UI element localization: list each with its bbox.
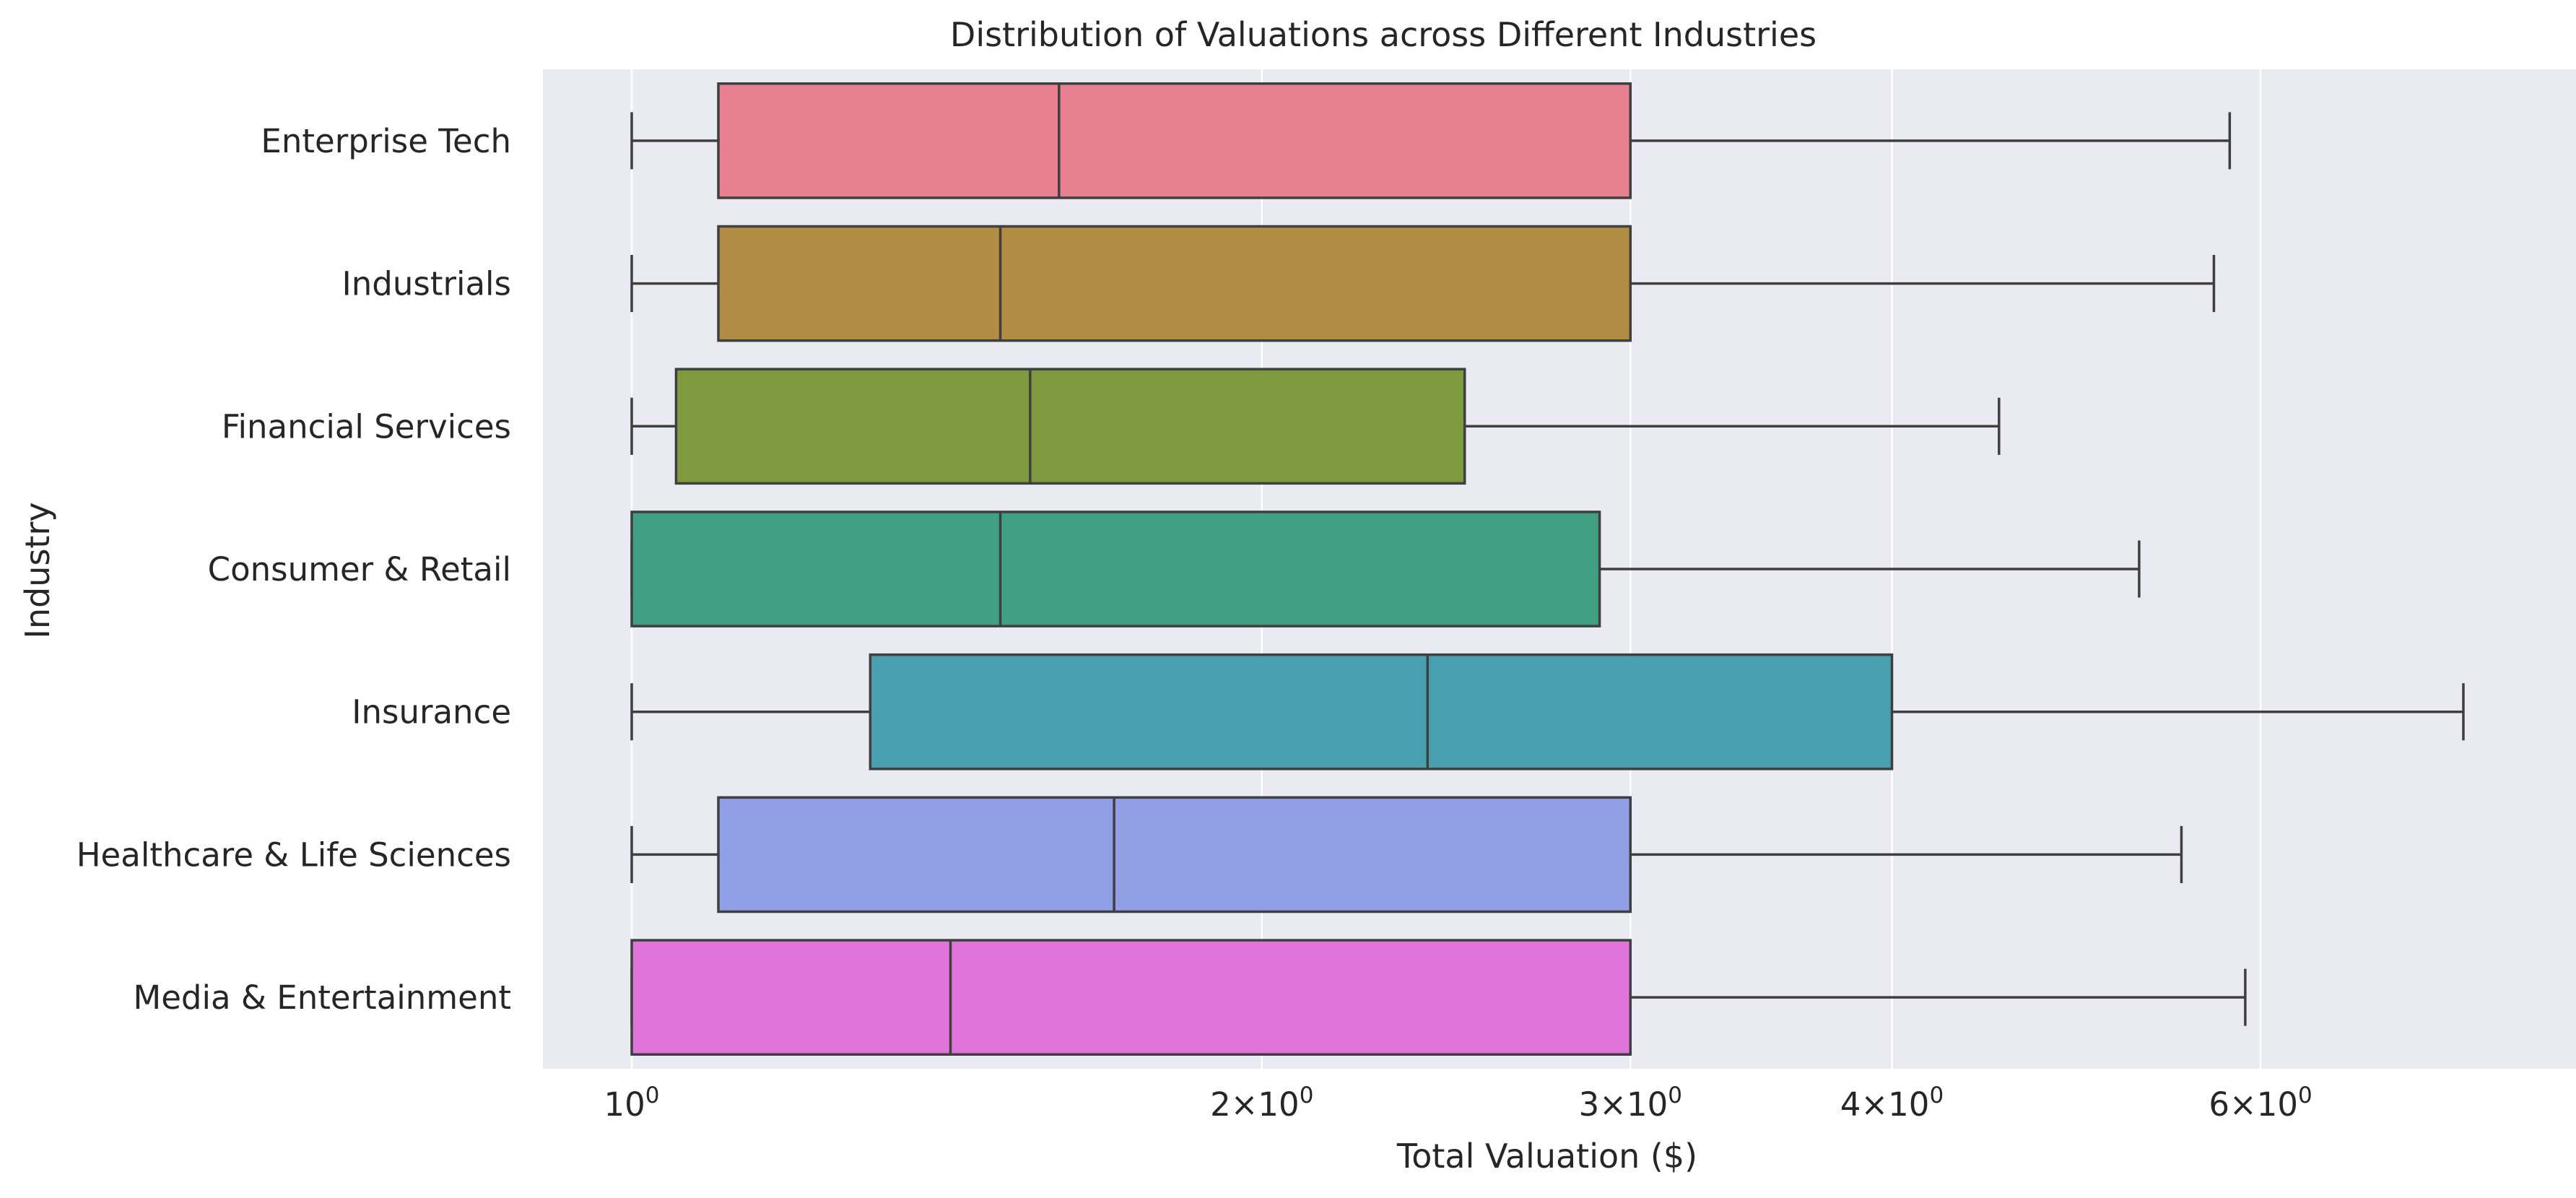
x-axis-ticks: 100 2×100 3×100 4×100 6×100 <box>604 1082 2312 1124</box>
iqr-box <box>717 82 1632 199</box>
box-group <box>630 796 2183 913</box>
x-tick-label: 3×100 <box>1579 1082 1682 1124</box>
box-group <box>630 368 2001 485</box>
iqr-box <box>674 368 1466 485</box>
box-group <box>630 225 2216 342</box>
y-tick-label: Insurance <box>352 693 511 732</box>
y-tick-label: Healthcare & Life Sciences <box>77 835 511 874</box>
iqr-box <box>717 225 1632 342</box>
y-axis-label: Industry <box>18 502 57 638</box>
box-group <box>630 939 2247 1056</box>
x-tick-label: 6×100 <box>2209 1082 2312 1124</box>
iqr-box <box>717 796 1632 913</box>
box-group <box>630 82 2232 199</box>
x-tick-label: 4×100 <box>1840 1082 1944 1124</box>
boxes <box>630 82 2465 1056</box>
box-group <box>630 511 2141 628</box>
y-tick-label: Financial Services <box>222 407 511 446</box>
box-group <box>630 653 2465 771</box>
y-tick-label: Consumer & Retail <box>208 550 511 589</box>
iqr-box <box>869 653 1894 771</box>
y-tick-label: Industrials <box>342 265 512 303</box>
x-tick-label: 100 <box>604 1082 660 1124</box>
x-tick-label: 2×100 <box>1210 1082 1313 1124</box>
chart-title: Distribution of Valuations across Differ… <box>950 15 1816 54</box>
y-tick-label: Media & Entertainment <box>133 978 511 1017</box>
y-tick-label: Enterprise Tech <box>261 122 511 160</box>
iqr-box <box>630 939 1632 1056</box>
x-axis-label: Total Valuation ($) <box>1396 1137 1697 1176</box>
y-axis-ticks: Enterprise Tech Industrials Financial Serv… <box>77 122 511 1017</box>
iqr-box <box>630 511 1601 628</box>
